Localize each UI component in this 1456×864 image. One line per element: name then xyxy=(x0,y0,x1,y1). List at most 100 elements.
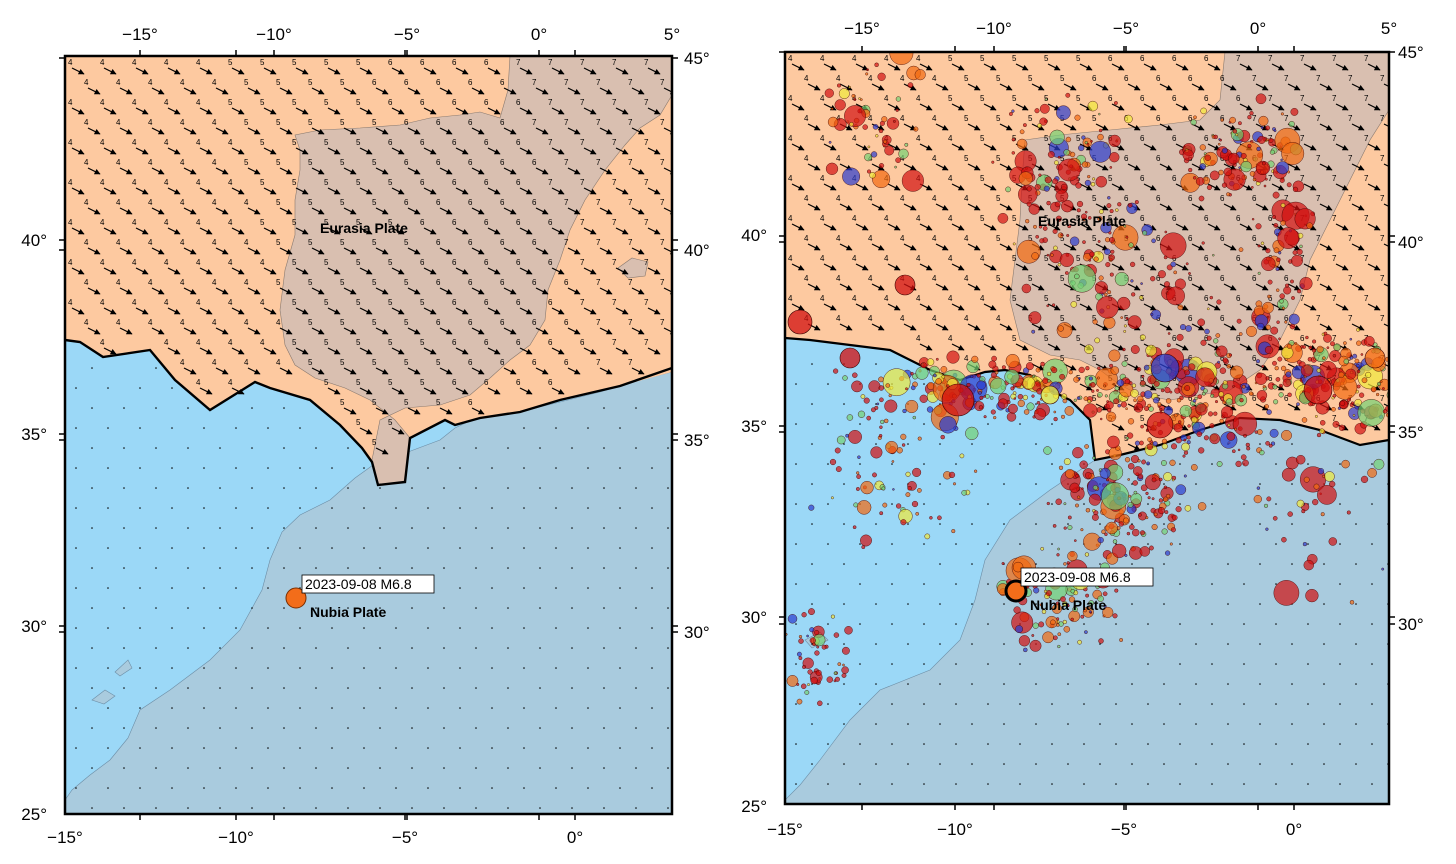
nubia-vector-dot xyxy=(891,743,893,745)
velocity-arrow xyxy=(375,287,389,295)
velocity-arrow xyxy=(951,143,965,151)
earthquake-point xyxy=(1197,502,1207,511)
earthquake-point xyxy=(879,511,884,516)
nubia-vector-dot xyxy=(1259,483,1261,485)
velocity-arrow xyxy=(1383,363,1389,368)
velocity-arrow xyxy=(535,207,549,215)
velocity-arrow xyxy=(1223,83,1237,91)
earthquake-point xyxy=(1133,490,1138,495)
velocity-arrow xyxy=(487,107,501,115)
earthquake-point xyxy=(1170,527,1176,533)
earthquake-point xyxy=(1034,108,1040,114)
earthquake-point xyxy=(1123,329,1127,333)
nubia-vector-dot xyxy=(251,407,253,409)
earthquake-point xyxy=(1277,356,1283,362)
earthquake-point xyxy=(1130,389,1139,398)
velocity-arrow xyxy=(359,347,373,355)
earthquake-point xyxy=(1033,408,1046,421)
nubia-vector-dot xyxy=(1291,763,1293,765)
earthquake-point xyxy=(1087,175,1091,179)
nubia-vector-dot xyxy=(1115,703,1117,705)
velocity-arrow xyxy=(551,187,565,195)
nubia-vector-dot xyxy=(1003,763,1005,765)
velocity-rate-label: 4 xyxy=(884,94,889,103)
velocity-arrow xyxy=(1255,403,1269,411)
earthquake-point xyxy=(1279,299,1284,304)
velocity-arrow xyxy=(823,263,837,271)
earthquake-point xyxy=(1226,432,1236,441)
velocity-arrow xyxy=(215,327,229,335)
left-event-marker[interactable] xyxy=(285,587,307,609)
earthquake-point xyxy=(1088,600,1094,606)
earthquake-point xyxy=(786,675,799,687)
earthquake-point xyxy=(1055,623,1060,627)
earthquake-point xyxy=(1136,367,1142,372)
velocity-rate-label: 5 xyxy=(356,98,361,107)
earthquake-point xyxy=(1147,375,1157,385)
velocity-rate-label: 6 xyxy=(1156,74,1161,83)
earthquake-point xyxy=(1032,622,1039,629)
velocity-arrow xyxy=(999,243,1013,251)
velocity-rate-label: 7 xyxy=(1316,154,1321,163)
earthquake-point xyxy=(1088,610,1092,614)
velocity-rate-label: 7 xyxy=(1268,54,1273,63)
velocity-arrow xyxy=(807,203,821,211)
earthquake-point xyxy=(1076,495,1081,499)
earthquake-point xyxy=(816,645,820,649)
velocity-rate-label: 6 xyxy=(1252,394,1257,403)
nubia-vector-dot xyxy=(331,627,333,629)
velocity-rate-label: 4 xyxy=(100,178,105,187)
velocity-rate-label: 4 xyxy=(228,218,233,227)
earthquake-point xyxy=(1341,459,1350,469)
nubia-vector-dot xyxy=(443,807,445,809)
earthquake-point xyxy=(1043,589,1048,593)
velocity-arrow xyxy=(135,147,149,155)
nubia-vector-dot xyxy=(443,767,445,769)
earthquake-point xyxy=(831,496,834,500)
nubia-vector-dot xyxy=(91,687,93,689)
earthquake-point xyxy=(997,212,1009,224)
velocity-arrow xyxy=(871,83,885,91)
velocity-rate-label: 7 xyxy=(548,98,553,107)
earthquake-point xyxy=(917,488,922,493)
nubia-vector-dot xyxy=(987,503,989,505)
earthquake-point xyxy=(1358,392,1365,398)
nubia-vector-dot xyxy=(603,447,605,449)
earthquake-point xyxy=(895,157,901,163)
earthquake-point xyxy=(1280,220,1286,226)
earthquake-point xyxy=(1099,209,1104,214)
earthquake-point xyxy=(1098,275,1104,281)
nubia-vector-dot xyxy=(347,567,349,569)
velocity-rate-label: 6 xyxy=(1204,54,1209,63)
velocity-rate-label: 7 xyxy=(644,98,649,107)
velocity-arrow xyxy=(519,387,533,395)
velocity-rate-label: 5 xyxy=(372,358,377,367)
nubia-vector-dot xyxy=(1195,723,1197,725)
earthquake-point xyxy=(860,394,866,399)
nubia-vector-dot xyxy=(507,567,509,569)
earthquake-point xyxy=(905,387,908,391)
velocity-rate-label: 4 xyxy=(868,74,873,83)
velocity-rate-label: 5 xyxy=(964,154,969,163)
velocity-rate-label: 6 xyxy=(484,98,489,107)
velocity-rate-label: 5 xyxy=(356,218,361,227)
nubia-vector-dot xyxy=(155,647,157,649)
earthquake-point xyxy=(1268,443,1273,448)
nubia-vector-dot xyxy=(651,787,653,789)
earthquake-point xyxy=(1085,366,1090,371)
nubia-vector-dot xyxy=(347,767,349,769)
earthquake-point xyxy=(842,663,845,667)
earthquake-point xyxy=(1053,417,1058,422)
earthquake-point xyxy=(1123,224,1127,228)
earthquake-point xyxy=(1236,318,1242,324)
velocity-arrow xyxy=(183,127,197,135)
velocity-rate-label: 5 xyxy=(356,378,361,387)
velocity-rate-label: 6 xyxy=(1156,234,1161,243)
nubia-vector-dot xyxy=(1131,723,1133,725)
nubia-vector-dot xyxy=(555,707,557,709)
earthquake-point xyxy=(1098,638,1104,644)
velocity-rate-label: 4 xyxy=(116,198,121,207)
nubia-vector-dot xyxy=(1195,683,1197,685)
earthquake-point xyxy=(828,140,832,144)
velocity-arrow xyxy=(407,247,421,255)
